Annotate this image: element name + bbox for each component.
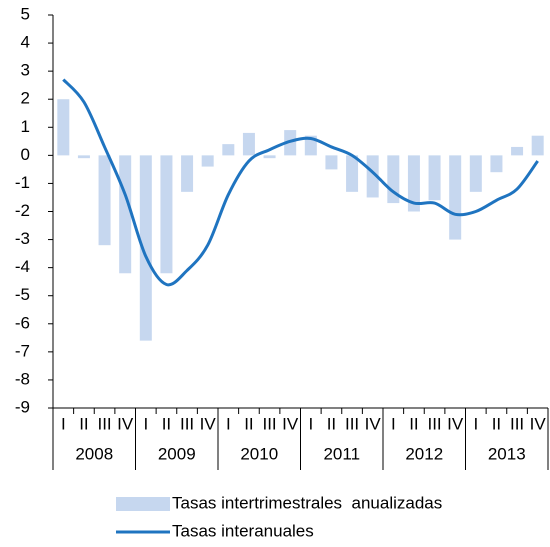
x-tick-label: IV	[117, 414, 134, 433]
y-tick-label: -5	[15, 285, 30, 304]
legend-label: Tasas intertrimestrales anualizadas	[172, 493, 442, 512]
bar	[469, 155, 482, 192]
x-tick-label: II	[244, 414, 253, 433]
x-tick-label: III	[97, 414, 111, 433]
bar	[119, 155, 132, 274]
y-tick-label: -4	[15, 257, 30, 276]
x-tick-label: II	[79, 414, 88, 433]
bar	[242, 132, 255, 156]
bar	[511, 146, 524, 156]
y-tick-label: 3	[21, 61, 30, 80]
bar	[139, 155, 152, 341]
group-label: 2010	[240, 444, 278, 463]
y-tick-label: 5	[21, 4, 30, 23]
x-tick-label: II	[409, 414, 418, 433]
bar	[346, 155, 359, 192]
x-tick-label: I	[308, 414, 313, 433]
y-tick-label: 2	[21, 89, 30, 108]
x-tick-label: IV	[200, 414, 217, 433]
group-label: 2011	[323, 444, 360, 463]
x-tick-label: III	[345, 414, 359, 433]
bar	[325, 155, 338, 170]
bar	[160, 155, 173, 274]
y-tick-label: -8	[15, 369, 30, 388]
x-tick-label: IV	[530, 414, 547, 433]
group-label: 2012	[405, 444, 443, 463]
legend-swatch	[116, 497, 170, 511]
x-tick-label: I	[61, 414, 66, 433]
x-tick-label: IV	[282, 414, 299, 433]
bar	[222, 144, 235, 156]
bar	[263, 155, 276, 159]
group-label: 2008	[75, 444, 113, 463]
y-tick-label: 0	[21, 145, 30, 164]
bar	[428, 155, 441, 201]
y-tick-label: -3	[15, 229, 30, 248]
bar	[98, 155, 111, 246]
x-tick-label: II	[162, 414, 171, 433]
x-tick-label: III	[180, 414, 194, 433]
x-tick-label: I	[391, 414, 396, 433]
x-tick-label: III	[510, 414, 524, 433]
x-tick-label: IV	[447, 414, 464, 433]
y-tick-label: 1	[21, 117, 30, 136]
x-tick-label: II	[327, 414, 336, 433]
y-tick-label: -7	[15, 341, 30, 360]
bar	[57, 99, 70, 156]
y-tick-label: -9	[15, 397, 30, 416]
x-tick-label: II	[492, 414, 501, 433]
bar	[407, 155, 420, 212]
bar	[449, 155, 462, 240]
group-label: 2013	[488, 444, 526, 463]
x-tick-label: I	[473, 414, 478, 433]
x-tick-label: III	[262, 414, 276, 433]
group-label: 2009	[158, 444, 196, 463]
bar	[531, 135, 544, 156]
y-tick-label: -1	[15, 173, 30, 192]
x-tick-label: III	[427, 414, 441, 433]
y-tick-label: -2	[15, 201, 30, 220]
bar	[77, 155, 90, 159]
legend-label: Tasas interanuales	[172, 521, 314, 540]
y-tick-label: -6	[15, 313, 30, 332]
y-tick-label: 4	[21, 33, 30, 52]
bar	[181, 155, 194, 192]
bar	[490, 155, 503, 173]
x-tick-label: IV	[365, 414, 382, 433]
bar	[366, 155, 379, 198]
line	[62, 78, 539, 287]
x-tick-label: I	[143, 414, 148, 433]
bar	[201, 155, 214, 167]
x-tick-label: I	[226, 414, 231, 433]
